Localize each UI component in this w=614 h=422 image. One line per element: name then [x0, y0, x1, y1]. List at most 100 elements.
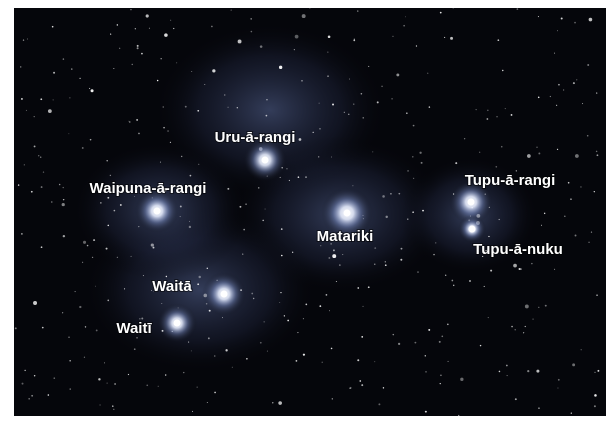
background-star — [464, 138, 465, 139]
background-star — [153, 247, 155, 249]
background-star — [447, 361, 448, 362]
background-star — [440, 12, 442, 14]
photo: Uru-ā-rangiWaipuna-ā-rangiMatarikiTupu-ā… — [0, 0, 614, 422]
background-star — [374, 264, 375, 265]
background-star — [378, 403, 380, 405]
background-star — [279, 302, 280, 303]
background-star — [303, 354, 305, 356]
background-star — [239, 206, 241, 208]
background-star — [332, 103, 334, 105]
background-star — [327, 52, 328, 53]
background-star — [149, 28, 150, 29]
background-star — [332, 254, 336, 258]
background-star — [440, 383, 441, 384]
background-star — [361, 384, 363, 386]
background-star — [447, 324, 449, 326]
background-star — [453, 285, 454, 286]
background-star — [511, 326, 513, 328]
background-star — [417, 272, 418, 273]
background-star — [98, 378, 100, 380]
background-star — [82, 262, 83, 263]
background-star — [48, 394, 50, 396]
background-star — [24, 164, 25, 165]
background-star — [374, 247, 376, 249]
background-star — [557, 149, 558, 150]
background-star — [266, 115, 268, 117]
background-star — [264, 321, 265, 322]
background-star — [281, 228, 283, 230]
background-star — [69, 97, 70, 98]
background-star — [594, 191, 595, 192]
background-star — [197, 283, 199, 285]
background-star — [110, 175, 111, 176]
background-star — [71, 68, 72, 69]
background-star — [128, 121, 129, 122]
background-star — [350, 387, 352, 389]
background-star — [319, 103, 320, 104]
background-star — [401, 248, 403, 250]
background-star — [160, 162, 161, 163]
background-star — [318, 156, 319, 157]
background-star — [363, 117, 364, 118]
background-star — [425, 411, 427, 413]
background-star — [137, 47, 139, 49]
background-star — [476, 109, 477, 110]
background-star — [488, 317, 489, 318]
background-star — [24, 370, 25, 371]
background-star — [413, 178, 414, 179]
background-star — [42, 327, 44, 329]
background-star — [146, 14, 149, 17]
background-star — [136, 337, 137, 338]
background-star — [581, 349, 582, 350]
background-star — [245, 203, 247, 205]
background-star — [357, 359, 359, 361]
background-star — [331, 348, 333, 350]
background-star — [486, 118, 488, 120]
background-star — [328, 257, 330, 259]
background-star — [425, 355, 426, 356]
background-star — [513, 264, 517, 268]
star-core — [154, 208, 161, 215]
background-star — [28, 398, 29, 399]
background-star — [514, 329, 515, 330]
background-star — [538, 16, 539, 17]
background-star — [27, 38, 28, 39]
background-star — [82, 147, 84, 149]
background-star — [305, 176, 306, 177]
background-star — [295, 35, 299, 39]
background-star — [137, 45, 139, 47]
background-star — [21, 98, 23, 100]
background-star — [412, 156, 413, 157]
background-star — [21, 233, 23, 235]
background-star — [31, 395, 33, 397]
background-star — [63, 187, 64, 188]
background-star — [484, 286, 485, 287]
background-star — [533, 319, 534, 320]
background-star — [326, 294, 328, 296]
background-star — [15, 327, 17, 329]
background-star — [517, 8, 519, 10]
background-star — [138, 133, 140, 135]
background-star — [596, 151, 598, 153]
background-star — [113, 409, 114, 410]
background-star — [357, 287, 359, 289]
background-star — [374, 361, 375, 362]
background-star — [594, 394, 597, 397]
background-star — [392, 36, 393, 37]
background-star — [377, 101, 379, 103]
background-star — [207, 268, 208, 269]
background-star — [407, 218, 408, 219]
background-star — [554, 53, 555, 54]
background-star — [319, 128, 320, 129]
background-star — [319, 305, 321, 307]
background-star — [180, 216, 181, 217]
background-star — [505, 108, 506, 109]
background-star — [390, 193, 391, 194]
background-star — [63, 58, 64, 59]
background-star — [361, 93, 363, 95]
background-star — [59, 184, 61, 186]
background-star — [445, 275, 446, 276]
background-star — [214, 355, 215, 356]
background-star — [164, 33, 168, 37]
background-star — [286, 168, 287, 169]
